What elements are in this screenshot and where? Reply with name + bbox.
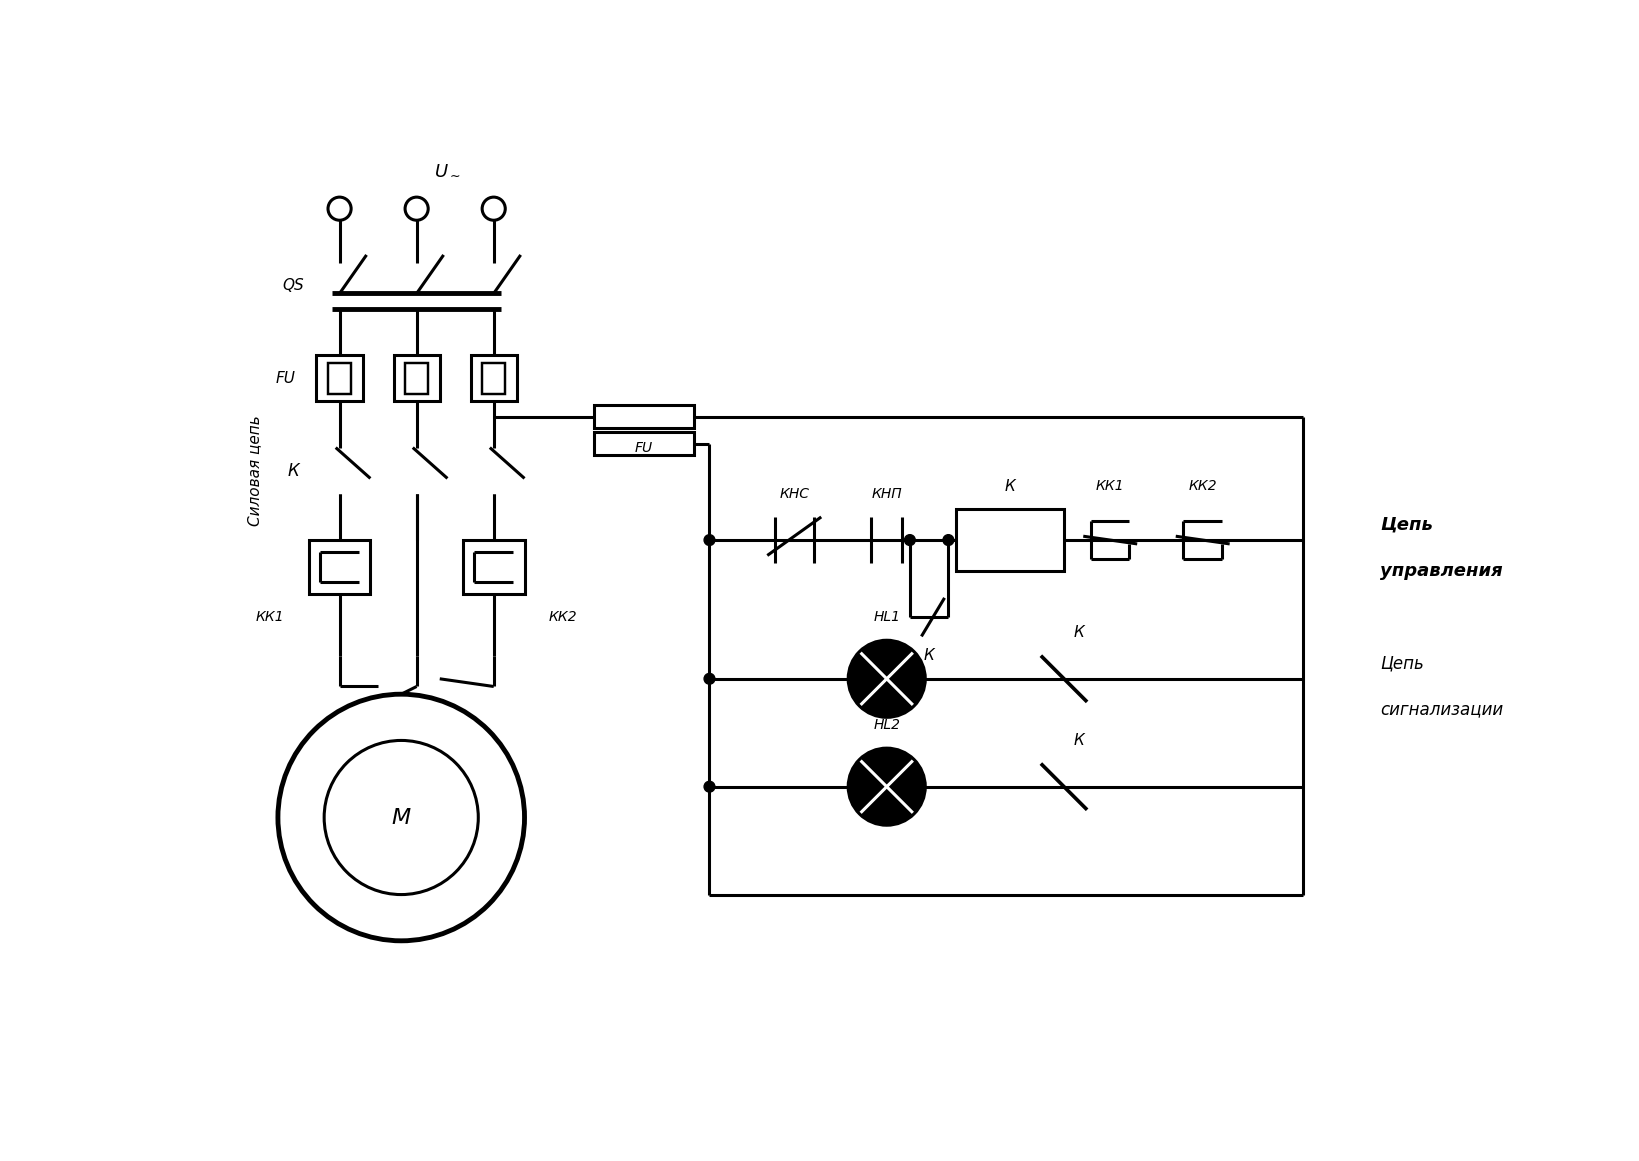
- Circle shape: [905, 535, 915, 546]
- Text: Цепь: Цепь: [1378, 515, 1432, 534]
- Text: Силовая цепь: Силовая цепь: [247, 416, 262, 526]
- Bar: [593, 432, 693, 455]
- Bar: [462, 540, 524, 594]
- Circle shape: [405, 197, 428, 221]
- Circle shape: [703, 673, 715, 684]
- Circle shape: [847, 748, 924, 825]
- Circle shape: [703, 535, 715, 546]
- Bar: [482, 362, 505, 394]
- Bar: [328, 362, 351, 394]
- Bar: [956, 510, 1064, 571]
- Bar: [316, 355, 362, 402]
- Text: К: К: [1074, 625, 1083, 640]
- Text: КК2: КК2: [549, 611, 577, 625]
- Circle shape: [847, 640, 924, 717]
- Bar: [470, 355, 516, 402]
- Text: FU: FU: [634, 440, 652, 455]
- Text: КК1: КК1: [256, 611, 284, 625]
- Text: HL1: HL1: [872, 611, 900, 625]
- Text: К: К: [923, 648, 934, 663]
- Text: КК1: КК1: [1095, 479, 1124, 493]
- Text: К: К: [1074, 733, 1083, 748]
- Text: КНС: КНС: [779, 486, 808, 500]
- Bar: [405, 362, 428, 394]
- Text: Цепь: Цепь: [1378, 655, 1423, 672]
- Text: управления: управления: [1378, 562, 1501, 579]
- Circle shape: [482, 197, 505, 221]
- Text: К: К: [287, 462, 298, 479]
- Text: М: М: [392, 808, 411, 828]
- Text: КНП: КНП: [870, 486, 901, 500]
- Text: FU: FU: [275, 370, 295, 385]
- Text: К: К: [1005, 478, 1015, 493]
- Circle shape: [328, 197, 351, 221]
- Text: КК2: КК2: [1188, 479, 1216, 493]
- Circle shape: [277, 694, 524, 940]
- Bar: [308, 540, 370, 594]
- Text: сигнализации: сигнализации: [1378, 700, 1503, 719]
- Text: $U_{\sim}$: $U_{\sim}$: [434, 161, 461, 179]
- Text: HL2: HL2: [872, 717, 900, 733]
- Circle shape: [942, 535, 954, 546]
- Text: QS: QS: [282, 279, 303, 294]
- Circle shape: [703, 781, 715, 792]
- Circle shape: [325, 741, 479, 895]
- Bar: [393, 355, 439, 402]
- Bar: [593, 405, 693, 428]
